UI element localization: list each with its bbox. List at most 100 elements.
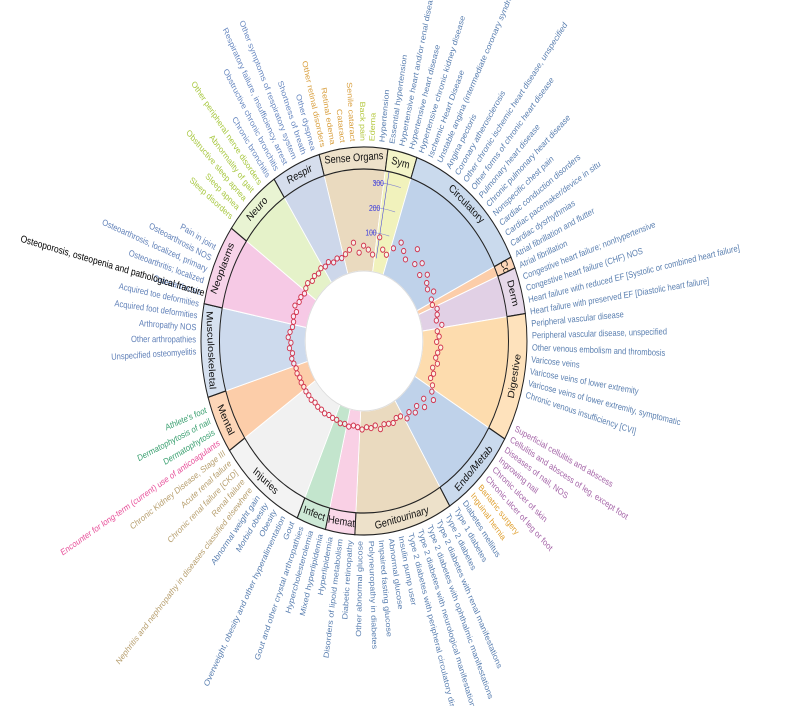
data-point [356,249,362,256]
data-point [365,246,371,253]
data-point [342,251,349,258]
phenotype-label: Polyneuropathy in diabetes [367,541,380,650]
data-point [305,280,311,287]
data-point [381,421,387,428]
data-point [339,255,345,262]
data-point [301,290,308,297]
data-point [429,382,436,389]
data-point [419,260,425,267]
data-point [308,396,314,403]
data-point [429,301,435,309]
data-point [414,246,420,253]
data-point [427,374,434,382]
data-point [402,256,409,263]
data-point [377,234,383,241]
data-point [361,242,367,249]
plot-area: Sense Organs SymCirculatoryCdDermDigestiv… [20,0,741,706]
data-point [390,245,397,252]
phenotype-label: Senile cataract [345,82,358,143]
data-point [330,259,337,266]
data-point [303,285,309,292]
data-point [286,345,293,352]
data-point [430,370,437,377]
data-point [309,277,315,285]
data-point [398,239,404,246]
r-tick-label: 100 [365,228,376,238]
data-point [433,354,439,361]
data-point [301,383,307,390]
data-point [322,410,328,417]
data-point [434,311,440,318]
data-point [428,296,434,303]
data-point [434,338,440,346]
data-point [424,279,430,287]
sector-band [273,153,325,199]
data-point [386,420,392,427]
data-point [359,426,365,433]
data-point [325,259,332,266]
data-point [292,302,298,309]
data-point [289,350,296,357]
inner-hole [304,270,424,412]
data-point [303,388,309,395]
data-point [438,344,444,351]
data-point [290,313,297,320]
data-point [377,426,384,433]
sector-label: Musculoskeletal [204,311,217,390]
data-point [421,395,427,402]
data-point [346,423,352,430]
phenotype-label: Unspecified osteomyelitis [111,346,197,362]
data-point [390,419,396,427]
data-point [430,396,437,404]
phenotype-label: Peripheral vascular disease, unspecified [532,326,668,341]
sector-label: Sym [390,155,410,172]
data-point [434,360,441,367]
data-point [293,365,299,372]
data-point [329,414,336,421]
data-point [412,409,418,416]
data-point [287,328,293,336]
phenotype-label: Other abnormal glucose [354,540,365,636]
data-point [311,272,318,280]
sector-label: Hemat [327,514,356,531]
data-point [439,321,445,328]
data-point [424,286,431,293]
data-point [404,415,410,422]
data-point [401,247,407,255]
data-point [414,402,420,410]
data-point [434,328,440,335]
data-point [312,399,318,406]
r-axis [376,171,390,259]
phenotype-label: Other arthropathies [131,333,196,344]
data-point [322,263,328,270]
data-point [350,239,357,246]
data-point [393,414,399,422]
data-point [431,288,437,295]
data-point [294,370,300,377]
data-point [372,422,378,429]
data-point [436,333,442,340]
data-point [397,413,404,420]
phenotype-label: Varicose veins [531,354,580,370]
data-point [293,308,300,316]
r-tick-label: 300 [373,179,384,189]
data-point [363,424,370,431]
data-point [406,409,412,416]
data-point [326,411,332,419]
data-point [369,251,376,258]
data-point [289,355,295,362]
data-point [355,424,361,431]
data-point [368,425,374,432]
data-point [290,318,297,325]
phenotype-label: Edema [367,112,377,141]
phenotype-label: Cataract [335,108,348,144]
phenotype-label: Arthropathy NOS [139,317,197,332]
data-point [288,339,294,346]
data-point [315,270,322,277]
data-point [350,422,357,429]
data-point [334,255,340,262]
data-point [421,404,428,411]
data-point [337,420,343,427]
data-point [380,246,386,253]
